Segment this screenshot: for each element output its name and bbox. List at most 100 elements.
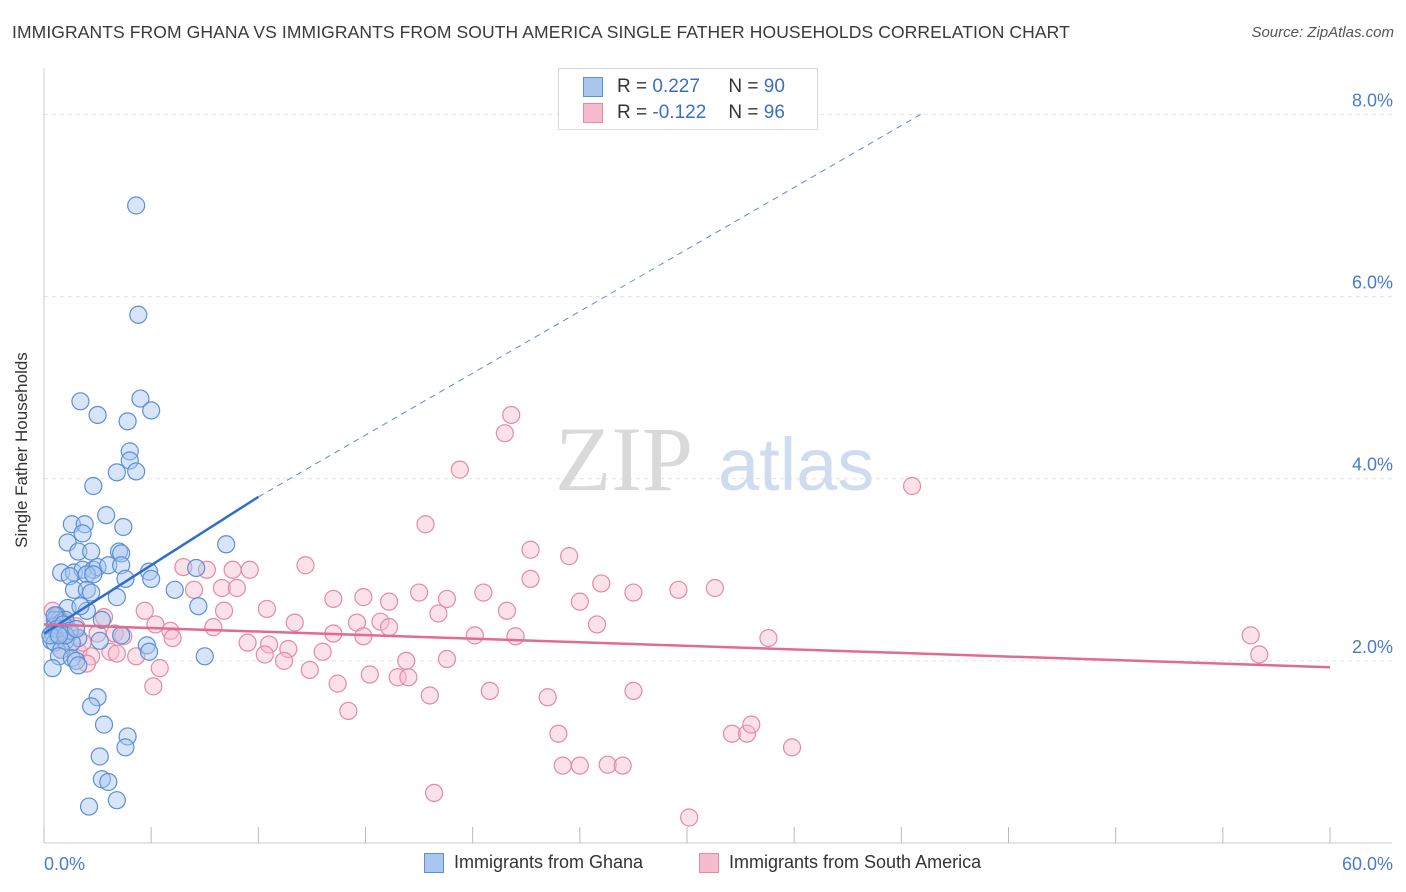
ghana-point — [82, 583, 101, 602]
ghana-point — [99, 556, 118, 575]
south-america-point — [497, 601, 517, 620]
south-america-point — [204, 618, 223, 637]
south-america-point — [759, 628, 778, 648]
ghana-legend-swatch — [424, 852, 444, 873]
ghana-point — [99, 772, 118, 792]
south-america-point — [480, 681, 499, 701]
y-axis-label: Single Father Households — [12, 352, 31, 548]
south-america-point — [379, 618, 399, 637]
south-america-point — [184, 580, 204, 599]
legend-row-ghana: R = 0.227 N = 90 — [583, 74, 785, 100]
grid-lines — [44, 113, 1392, 662]
south-america-point — [354, 588, 373, 607]
ghana-swatch — [583, 77, 603, 97]
south-america-point — [257, 599, 277, 619]
south-america-point — [259, 635, 279, 654]
trend-lines — [43, 113, 1331, 669]
south-america-point — [360, 665, 379, 684]
ghana-point — [187, 558, 206, 578]
south-america-point — [300, 660, 319, 680]
south-america-point — [279, 639, 298, 659]
ghana-point — [120, 451, 139, 470]
legend-label-south-america: Immigrants from South America — [729, 852, 982, 872]
south-america-point — [624, 681, 643, 701]
south-america-point — [737, 724, 757, 743]
x-tick-label: 0.0% — [44, 854, 85, 874]
south-america-point — [339, 701, 358, 721]
ghana-point — [43, 659, 62, 678]
south-america-point — [429, 604, 448, 623]
legend-r-label: R = — [617, 76, 648, 97]
south-america-point — [240, 560, 259, 579]
south-america-point — [328, 674, 347, 693]
south-america-point — [474, 583, 493, 602]
south-america-point — [521, 540, 540, 559]
legend-r-label: R = — [617, 102, 648, 123]
source-label: Source: ZipAtlas.com — [1251, 24, 1394, 41]
south-america-point — [101, 642, 120, 661]
south-america-trend-line — [43, 623, 1331, 669]
legend-item-ghana: Immigrants from Ghana — [424, 852, 643, 873]
ghana-point — [129, 305, 148, 324]
series-legend: Immigrants from Ghana Immigrants from So… — [0, 852, 1406, 876]
ghana-point — [88, 405, 107, 425]
ghana-point — [73, 524, 92, 543]
south-america-point — [174, 557, 193, 577]
ghana-point — [112, 626, 131, 645]
south-america-point — [553, 756, 572, 775]
south-america-point — [313, 642, 332, 661]
ghana-point — [165, 580, 184, 599]
ghana-point — [127, 196, 146, 215]
south-america-point — [324, 589, 343, 609]
ghana-point — [77, 565, 96, 584]
y-tick-label: 8.0% — [1352, 90, 1393, 110]
south-america-point — [722, 724, 742, 743]
legend-n-value: 90 — [763, 76, 785, 97]
ghana-point — [142, 569, 161, 588]
south-america-point — [416, 515, 435, 534]
south-america-point — [212, 578, 231, 598]
y-tick-label: 2.0% — [1352, 637, 1393, 657]
south-america-point — [150, 659, 169, 678]
south-america-point — [742, 715, 761, 734]
chart-title: IMMIGRANTS FROM GHANA VS IMMIGRANTS FROM… — [12, 22, 1070, 42]
ghana-point — [107, 463, 126, 482]
ghana-point — [107, 791, 126, 810]
south-america-point — [592, 574, 611, 593]
correlation-legend: R = 0.227 N = 90 R = -0.122 N = 96 — [558, 68, 818, 130]
legend-row-south-america: R = -0.122 N = 96 — [583, 100, 785, 126]
ghana-point — [69, 656, 88, 675]
ghana-trend-line — [43, 495, 260, 635]
x-tick-label: 60.0% — [1342, 854, 1393, 874]
south-america-point — [570, 592, 589, 611]
ghana-point — [67, 619, 86, 639]
south-america-point — [437, 589, 457, 609]
south-america-point — [223, 560, 242, 579]
legend-label-ghana: Immigrants from Ghana — [454, 852, 644, 872]
south-america-point — [560, 547, 579, 566]
ghana-point — [79, 797, 99, 816]
south-america-point — [163, 628, 182, 648]
south-america-point — [538, 688, 557, 707]
south-america-point — [285, 613, 304, 632]
south-america-point — [613, 756, 632, 775]
ghana-point — [90, 631, 109, 650]
watermark-zip: ZIP — [555, 408, 693, 510]
watermark: ZIP atlas — [555, 408, 874, 510]
ghana-point — [88, 688, 107, 707]
south-america-point — [450, 460, 469, 479]
south-america-point — [388, 668, 407, 687]
ghana-point — [139, 642, 159, 661]
south-america-point — [397, 651, 416, 670]
south-america-point — [227, 578, 246, 598]
south-america-point — [399, 668, 418, 687]
south-america-point — [680, 808, 699, 827]
ghana-point — [94, 715, 114, 734]
ghana-point — [56, 626, 75, 645]
south-america-point — [161, 621, 180, 640]
ghana-point — [195, 647, 214, 666]
ghana-point — [82, 542, 101, 561]
south-america-point — [379, 592, 399, 611]
south-america-point — [506, 627, 525, 646]
